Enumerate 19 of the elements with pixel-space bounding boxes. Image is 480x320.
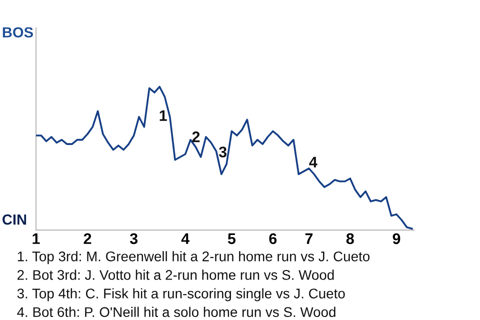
x-tick-label: 6	[269, 233, 277, 244]
x-tick-label: 8	[346, 233, 354, 244]
annotation: 4	[309, 156, 318, 168]
text: BOS	[2, 27, 33, 38]
annotation: 2	[192, 131, 200, 142]
text: 2. Bot 3rd: J. Votto hit a 2-run home run vs S. Wood	[18, 270, 334, 280]
x-tick-label: 1	[32, 233, 40, 244]
annotation: 1	[160, 110, 167, 121]
x-tick-label: 4	[181, 233, 190, 244]
x-tick-label: 5	[228, 233, 236, 244]
text: CIN	[2, 214, 26, 225]
annotation: 3	[218, 146, 227, 158]
x-tick-label: 3	[130, 233, 138, 244]
text: 3. Top 4th: C. Fisk hit a run-scoring single vs J. Cueto	[17, 288, 345, 302]
x-tick-label: 2	[84, 233, 92, 244]
text: 4. Bot 6th: P. O'Neill hit a solo home run vs S. Wood	[17, 306, 336, 318]
x-tick-label: 9	[392, 233, 400, 244]
x-tick-label: 7	[305, 233, 313, 244]
text: 1. Top 3rd: M. Greenwell hit a 2-run home run vs J. Cueto	[18, 251, 370, 264]
